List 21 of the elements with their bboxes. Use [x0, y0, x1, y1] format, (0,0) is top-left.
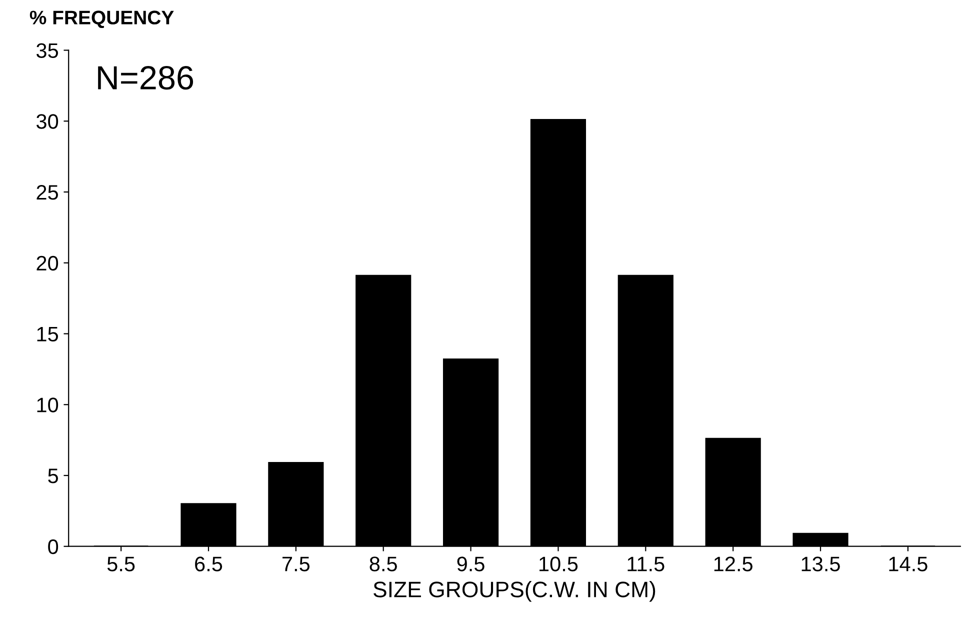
- x-tick-label: 10.5: [540, 556, 578, 572]
- x-tick-label: 5.5: [107, 556, 135, 572]
- x-tick-label: 8.5: [370, 556, 397, 572]
- x-tick-label: 14.5: [889, 556, 928, 572]
- annotation: N=286: [98, 66, 194, 90]
- y-tick-label: 20: [36, 256, 58, 271]
- y-tick-label: 25: [36, 184, 58, 200]
- y-tick-label: 10: [37, 398, 58, 412]
- y-tick-label: 5: [48, 468, 58, 484]
- x-tick-label: 9.5: [457, 556, 484, 572]
- y-axis-title: % FREQUENCY: [30, 10, 174, 28]
- x-axis-title: SIZE GROUPS(C.W. IN CM): [374, 581, 656, 602]
- y-tick-label: 35: [36, 43, 58, 58]
- x-tick-label: 12.5: [714, 556, 752, 572]
- y-tick-label: 0: [48, 539, 58, 554]
- x-tick-label: 6.5: [195, 556, 222, 572]
- x-tick-label: 7.5: [282, 556, 310, 572]
- y-tick-label: 15: [37, 326, 58, 342]
- x-tick-label: 13.5: [802, 556, 840, 572]
- x-tick-label: 11.5: [628, 556, 664, 572]
- y-tick-label: 30: [36, 114, 58, 129]
